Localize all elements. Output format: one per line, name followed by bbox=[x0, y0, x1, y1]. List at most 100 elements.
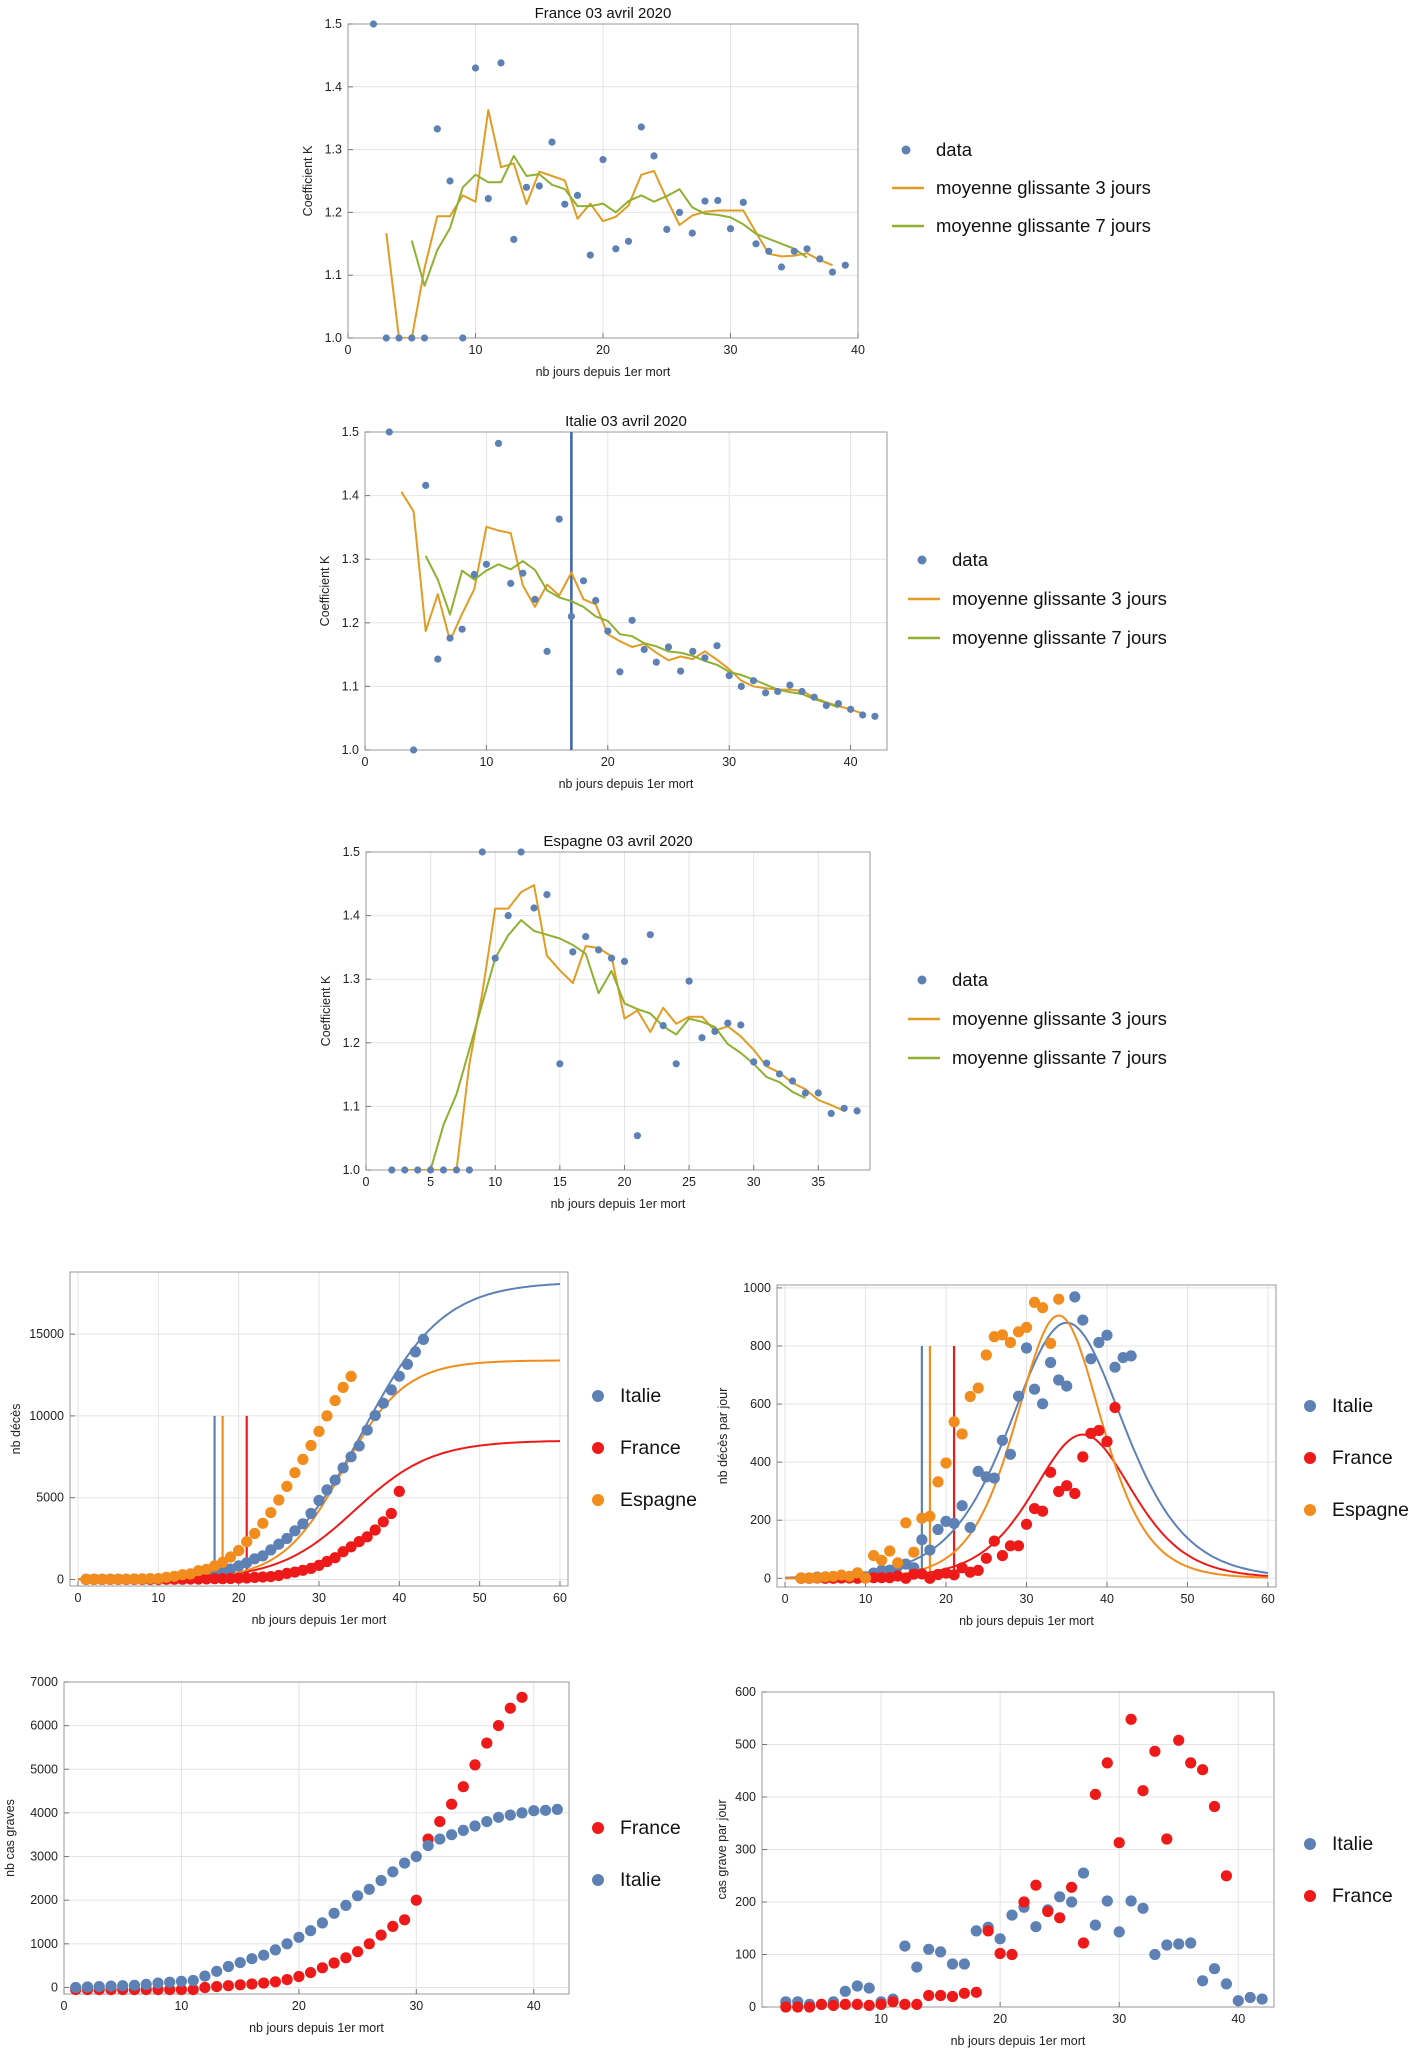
data-point-france bbox=[329, 1552, 341, 1564]
data-point-italie bbox=[946, 1958, 959, 1970]
data-point-espagne bbox=[948, 1416, 960, 1428]
legend-label: Italie bbox=[620, 1385, 661, 1407]
data-point-italie bbox=[222, 1960, 234, 1973]
data-point-italie bbox=[1069, 1291, 1081, 1303]
data-point-data bbox=[471, 64, 480, 72]
data-point-data bbox=[569, 948, 577, 956]
data-point-data bbox=[724, 1019, 732, 1027]
data-point-france bbox=[363, 1938, 375, 1950]
legend-label: moyenne glissante 7 jours bbox=[952, 1047, 1167, 1068]
data-point-data bbox=[395, 334, 403, 342]
data-point-italie bbox=[1012, 1390, 1025, 1402]
data-point-data bbox=[535, 182, 543, 190]
data-point-data bbox=[517, 848, 525, 856]
y-tick-label: 1.2 bbox=[343, 1036, 360, 1050]
data-point-data bbox=[828, 268, 837, 276]
data-point-italie bbox=[265, 1544, 277, 1556]
data-point-italie bbox=[1232, 1995, 1244, 2007]
x-tick-label: 20 bbox=[939, 1592, 953, 1606]
data-point-italie bbox=[1054, 1891, 1066, 1903]
data-point-data bbox=[689, 647, 697, 656]
x-tick-label: 10 bbox=[488, 1175, 502, 1189]
data-point-data bbox=[822, 701, 830, 710]
y-tick-label: 1.3 bbox=[343, 972, 360, 986]
data-point-data bbox=[725, 672, 733, 680]
data-point-italie bbox=[923, 1943, 935, 1955]
x-tick-label: 40 bbox=[1231, 2012, 1245, 2026]
data-point-france bbox=[328, 1957, 340, 1969]
legend-swatch-point bbox=[1304, 1838, 1316, 1850]
data-point-data bbox=[628, 616, 636, 624]
data-point-data bbox=[685, 977, 693, 985]
data-point-espagne bbox=[281, 1480, 293, 1492]
data-point-france bbox=[1101, 1435, 1113, 1448]
data-point-italie bbox=[1161, 1939, 1173, 1951]
data-point-espagne bbox=[1004, 1336, 1017, 1349]
data-point-data bbox=[388, 1166, 396, 1174]
data-point-france bbox=[225, 1572, 237, 1585]
data-point-france bbox=[199, 1981, 211, 1994]
legend-label: France bbox=[620, 1437, 681, 1459]
legend-swatch-point bbox=[1304, 1452, 1316, 1464]
data-point-france bbox=[377, 1516, 389, 1528]
legend-swatch-point bbox=[917, 975, 927, 985]
data-point-data bbox=[637, 123, 645, 131]
data-point-italie bbox=[1101, 1329, 1113, 1341]
data-point-italie bbox=[328, 1907, 340, 1919]
legend-label: France bbox=[1332, 1885, 1393, 1907]
legend-label: Espagne bbox=[1332, 1499, 1409, 1521]
data-point-france bbox=[1030, 1879, 1042, 1891]
data-point-espagne bbox=[120, 1573, 132, 1585]
data-point-espagne bbox=[932, 1476, 944, 1488]
y-tick-label: 1.4 bbox=[325, 80, 342, 94]
data-point-data bbox=[582, 933, 590, 941]
data-point-data bbox=[410, 746, 418, 754]
data-point-france bbox=[257, 1571, 269, 1583]
y-axis-label: nb cas graves bbox=[3, 1799, 17, 1877]
data-point-data bbox=[801, 1089, 810, 1097]
data-point-france bbox=[481, 1737, 493, 1749]
data-point-france bbox=[361, 1531, 373, 1543]
data-point-france bbox=[192, 1573, 205, 1585]
legend-label: France bbox=[620, 1817, 681, 1839]
data-point-france bbox=[469, 1759, 481, 1771]
legend-label: Italie bbox=[1332, 1833, 1373, 1855]
data-point-france bbox=[804, 2001, 816, 2013]
data-point-italie bbox=[932, 1523, 944, 1536]
data-point-france bbox=[1137, 1785, 1149, 1797]
data-point-france bbox=[982, 1925, 994, 1937]
data-point-italie bbox=[246, 1953, 258, 1965]
x-tick-label: 40 bbox=[1100, 1592, 1114, 1606]
data-point-italie bbox=[492, 1811, 505, 1823]
legend-label: moyenne glissante 7 jours bbox=[952, 627, 1167, 648]
data-point-italie bbox=[551, 1803, 563, 1815]
data-point-espagne bbox=[289, 1467, 301, 1479]
data-point-italie bbox=[970, 1925, 982, 1937]
x-tick-label: 20 bbox=[292, 1999, 306, 2013]
data-point-italie bbox=[1173, 1938, 1185, 1950]
data-point-data bbox=[765, 247, 773, 255]
data-point-france bbox=[1054, 1912, 1066, 1924]
legend-swatch-point bbox=[592, 1822, 604, 1834]
chart-cas-graves: 0 10 20 30 40 0 1000 2000 3000 4000 5000 6000 7000 nb… bbox=[3, 1675, 681, 2035]
data-point-data bbox=[664, 643, 673, 651]
y-tick-label: 1.5 bbox=[342, 425, 359, 439]
data-point-data bbox=[401, 1166, 409, 1174]
legend-swatch-point bbox=[592, 1874, 604, 1886]
data-point-france bbox=[1161, 1833, 1173, 1845]
chart-deces-cumul: 0 10 20 30 40 50 60 0 5000 10000 15000 nb jours dep… bbox=[9, 1271, 697, 1627]
data-point-italie bbox=[1256, 1993, 1268, 2005]
legend-label: moyenne glissante 7 jours bbox=[936, 215, 1151, 236]
data-point-italie bbox=[1089, 1919, 1101, 1931]
data-point-france bbox=[187, 1984, 199, 1996]
data-point-espagne bbox=[104, 1573, 116, 1585]
y-axis-label: Coefficient K bbox=[301, 145, 315, 216]
data-point-italie bbox=[863, 1982, 875, 1994]
data-point-espagne bbox=[996, 1329, 1009, 1341]
data-point-italie bbox=[1125, 1350, 1137, 1362]
data-point-italie bbox=[504, 1809, 516, 1821]
y-tick-label: 100 bbox=[735, 1948, 756, 1962]
data-point-italie bbox=[363, 1883, 375, 1895]
y-tick-label: 5000 bbox=[30, 1762, 58, 1776]
data-point-data bbox=[841, 261, 849, 269]
